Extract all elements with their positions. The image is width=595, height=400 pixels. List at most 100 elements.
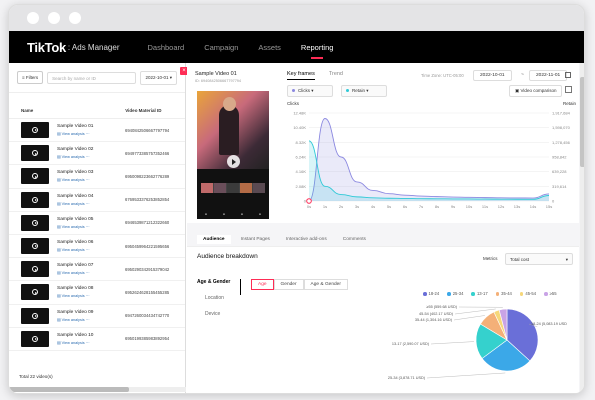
video-thumbnail[interactable]: [21, 330, 49, 347]
play-icon[interactable]: [32, 289, 38, 296]
tab-key-frames[interactable]: Key frames: [287, 71, 315, 80]
table-row[interactable]: Sample Video 08 ▤ View analysis ⋯ 69526246…: [9, 281, 185, 305]
table-row[interactable]: Sample Video 05 ▤ View analysis ⋯ 69465398…: [9, 212, 185, 235]
segment-tabs: Age Gender Age & Gender: [251, 279, 348, 290]
play-icon[interactable]: [32, 312, 38, 319]
nav-age-gender[interactable]: Age & Gender: [197, 279, 241, 295]
table-row[interactable]: Sample Video 04 ▤ View analysis ⋯ 67695333…: [9, 189, 185, 212]
nav-dashboard[interactable]: Dashboard: [147, 42, 185, 52]
play-icon[interactable]: [32, 173, 38, 180]
video-thumbnail[interactable]: [21, 238, 49, 255]
metric-select-clicks[interactable]: Clicks ▾: [287, 85, 333, 97]
window-dot-maximize[interactable]: [69, 12, 81, 24]
video-thumbnail[interactable]: [21, 191, 49, 208]
view-analysis-link[interactable]: ▤ View analysis ⋯: [57, 294, 90, 299]
vertical-scrollbar[interactable]: [580, 63, 584, 393]
view-analysis-link[interactable]: ▤ View analysis ⋯: [57, 248, 90, 253]
play-icon[interactable]: [32, 266, 38, 273]
table-row[interactable]: Sample Video 06 ▤ View analysis ⋯ 69504599…: [9, 235, 185, 259]
tab-trend[interactable]: Trend: [328, 71, 343, 77]
audience-breakdown-title: Audience breakdown: [197, 253, 258, 260]
nav-location[interactable]: Location: [205, 295, 224, 301]
pie-slice-≥55[interactable]: [498, 308, 508, 341]
metric-select-retain[interactable]: Retain ▾: [341, 85, 387, 97]
table-row[interactable]: Sample Video 03 ▤ View analysis ⋯ 69500982…: [9, 165, 185, 189]
nav-reporting[interactable]: Reporting: [300, 42, 334, 59]
legend-item[interactable]: 45-54: [519, 291, 536, 296]
tab-interactive-add-ons[interactable]: Interactive add-ons: [285, 237, 327, 242]
window-dot-minimize[interactable]: [48, 12, 60, 24]
date-selector[interactable]: 2022-10-01 ▾: [140, 70, 177, 85]
view-analysis-link[interactable]: ▤ View analysis ⋯: [57, 340, 90, 345]
video-thumbnail[interactable]: [21, 307, 49, 324]
close-icon[interactable]: ×: [180, 67, 188, 75]
nav-device[interactable]: Device: [205, 311, 221, 317]
table-row[interactable]: Sample Video 02 ▤ View analysis ⋯ 69497733…: [9, 142, 185, 166]
video-thumbnail[interactable]: [21, 145, 49, 162]
video-title: Sample Video 01: [195, 71, 237, 77]
view-analysis-link[interactable]: ▤ View analysis ⋯: [57, 271, 90, 276]
playhead-marker: [306, 198, 312, 204]
legend-item[interactable]: 18-24: [423, 291, 439, 296]
video-preview[interactable]: ■ ■ ■ ■: [197, 91, 269, 219]
tab-audience[interactable]: Audience: [197, 235, 231, 244]
video-comparison-button[interactable]: ▣ Video comparison: [509, 85, 563, 97]
pie-slice-25-34[interactable]: [481, 339, 531, 372]
video-material-id: 6950290342915379042: [125, 266, 170, 272]
legend-item[interactable]: 35-44: [495, 291, 512, 296]
table-row[interactable]: Sample Video 01 ▤ View analysis ⋯ 69408425…: [9, 119, 185, 143]
search-input[interactable]: Search by name or ID: [47, 71, 137, 84]
top-nav: TikTok : Ads Manager Dashboard Campaign …: [9, 31, 584, 63]
view-analysis-link[interactable]: ▤ View analysis ⋯: [57, 317, 90, 322]
video-thumbnail[interactable]: [21, 214, 49, 231]
view-analysis-link[interactable]: ▤ View analysis ⋯: [57, 201, 90, 206]
video-thumbnail[interactable]: [21, 261, 49, 278]
nav-assets[interactable]: Assets: [258, 42, 281, 52]
series-area-retain: [309, 140, 549, 201]
view-analysis-link[interactable]: ▤ View analysis ⋯: [57, 155, 90, 160]
play-icon[interactable]: [32, 196, 38, 203]
filters-button[interactable]: ≡ Filters: [17, 71, 44, 84]
tab-instant-pages[interactable]: Instant Pages: [240, 237, 270, 242]
pie-slice-18-24[interactable]: [506, 308, 539, 362]
legend-item[interactable]: ≥55: [544, 291, 557, 296]
seg-gender[interactable]: Gender: [273, 279, 304, 290]
play-icon[interactable]: [32, 127, 38, 134]
video-thumbnail[interactable]: [21, 168, 49, 185]
window-dot-close[interactable]: [27, 12, 39, 24]
video-timeline[interactable]: [201, 183, 265, 193]
play-icon[interactable]: [32, 150, 38, 157]
horizontal-scrollbar[interactable]: [9, 387, 186, 392]
table-row[interactable]: Sample Video 10 ▤ View analysis ⋯ 69501993…: [9, 328, 185, 351]
column-header-video-id[interactable]: Video Material ID: [125, 108, 162, 113]
tiktok-logo[interactable]: TikTok: [27, 39, 66, 55]
view-analysis-link[interactable]: ▤ View analysis ⋯: [57, 224, 90, 229]
date-to-field[interactable]: 2022-11-01: [529, 70, 568, 81]
table-row[interactable]: Sample Video 07 ▤ View analysis ⋯ 69502903…: [9, 258, 185, 282]
play-icon[interactable]: [227, 155, 240, 168]
nav-campaign[interactable]: Campaign: [204, 42, 239, 52]
date-from-field[interactable]: 2022-10-01: [473, 70, 512, 81]
metrics-select[interactable]: Total cost ▾: [505, 253, 573, 265]
legend-item[interactable]: 25-34: [447, 291, 463, 296]
audience-pie-chart[interactable]: 18-24 (5,083.19 USD) 25-34 (3,878.71 USD)…: [297, 293, 567, 393]
seg-age[interactable]: Age: [251, 279, 274, 290]
phone-tab-bar: ■ ■ ■ ■: [205, 212, 261, 216]
video-list-panel: ≡ Filters Search by name or ID 2022-10-0…: [9, 63, 188, 393]
grid-view-icon[interactable]: [565, 86, 572, 93]
video-thumbnail[interactable]: [21, 122, 49, 139]
view-analysis-link[interactable]: ▤ View analysis ⋯: [57, 132, 90, 137]
column-header-name[interactable]: Name: [21, 108, 34, 113]
calendar-icon[interactable]: [565, 72, 571, 78]
video-thumbnail[interactable]: [21, 284, 49, 301]
table-row[interactable]: Sample Video 09 ▤ View analysis ⋯ 69472600…: [9, 305, 185, 328]
view-analysis-link[interactable]: ▤ View analysis ⋯: [57, 178, 90, 183]
play-icon[interactable]: [32, 219, 38, 226]
key-frames-chart[interactable]: 0 0 2.08K 319,614 4.16K 639,228 6.24K 958,842 8.…: [287, 107, 573, 219]
legend-item[interactable]: 13-17: [471, 291, 488, 296]
y-tick-left: 0: [304, 199, 307, 204]
play-icon[interactable]: [32, 243, 38, 250]
seg-age-gender[interactable]: Age & Gender: [303, 279, 348, 290]
tab-comments[interactable]: Comments: [342, 237, 366, 242]
play-icon[interactable]: [32, 335, 38, 342]
